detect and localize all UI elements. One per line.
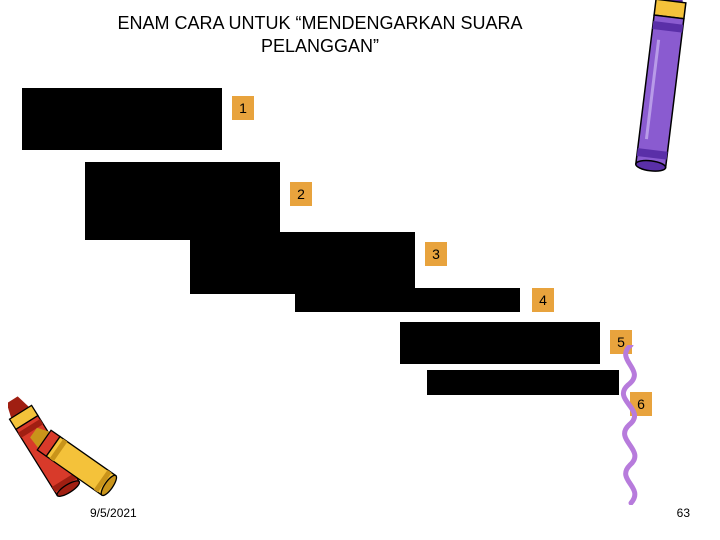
- item-text: KONTRAK PROAKTIF: [425, 325, 577, 342]
- crayon-purple-icon: [612, 0, 702, 210]
- item-text: CUSTOMER LOSS: [323, 290, 453, 307]
- item-label: KONTRAK PROAKTIF: [412, 325, 592, 342]
- item-text: KEY ACCOUNTS: [455, 373, 572, 390]
- item-text: SURVEY TRANSAKSI MENGIKUTI SATU KEJADIAN: [98, 165, 261, 217]
- item-text: SURVEY KEPUASAN PELANGGAN GLOBAL: [34, 92, 194, 126]
- crayon-pair-icon: [8, 390, 118, 520]
- item-label: SURVEY KEPUASAN PELANGGAN GLOBAL: [34, 92, 214, 127]
- item-number: 1: [232, 96, 254, 120]
- bullet-icon: [205, 240, 210, 245]
- item-label: SURVEY TRANSAKSI MENGIKUTI SATU KEJADIAN: [98, 165, 278, 217]
- footer-page: 63: [677, 506, 690, 520]
- item-number: 3: [425, 242, 447, 266]
- bullet-icon: [412, 330, 417, 335]
- item-number: 2: [290, 182, 312, 206]
- item-label: CUSTOMER LOSS: [310, 290, 510, 307]
- item-number: 4: [532, 288, 554, 312]
- squiggle-icon: [603, 345, 658, 505]
- bullet-icon: [34, 97, 39, 102]
- item-text: DATA KELUHAN ATAU COMPLAINT DATA: [205, 235, 371, 269]
- item-label: DATA KELUHAN ATAU COMPLAINT DATA: [205, 235, 410, 270]
- bullet-icon: [310, 295, 315, 300]
- item-label: KEY ACCOUNTS: [442, 373, 612, 390]
- bullet-icon: [442, 378, 447, 383]
- slide-title: ENAM CARA UNTUK “MENDENGARKAN SUARA PELA…: [105, 12, 535, 57]
- bullet-icon: [98, 170, 103, 175]
